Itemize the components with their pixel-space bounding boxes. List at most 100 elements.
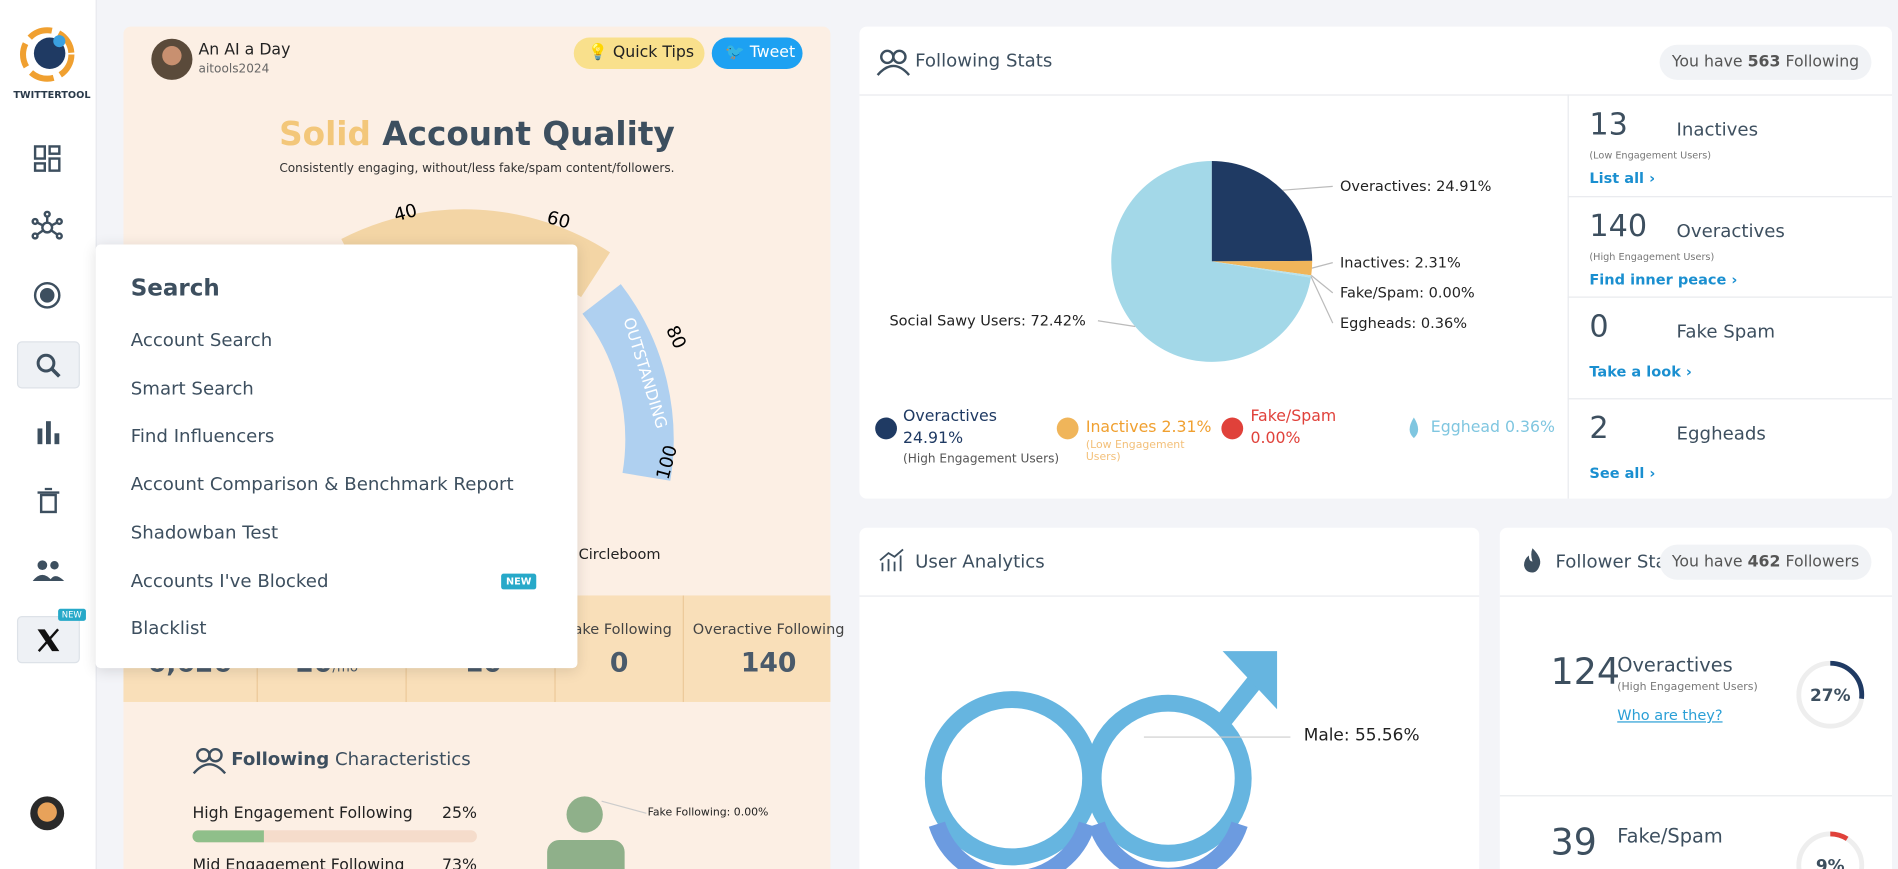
legend-sub: (High Engagement Users) (903, 452, 1060, 466)
row-label: Mid Engagement Following (192, 856, 405, 869)
follower-stats-card: Follower Stats You have 462 Followers 12… (1499, 527, 1893, 869)
pie-label: Social Sawy Users: 72.42% (889, 314, 1085, 330)
legend-value: 24.91% (903, 429, 964, 448)
leader-line (1310, 274, 1334, 294)
side-sub: (High Engagement Users) (1589, 251, 1715, 263)
gauge-credit: Circleboom (578, 545, 661, 563)
pie-label: Overactives: 24.91% (1340, 179, 1491, 195)
menu-item[interactable]: Account Comparison & Benchmark Report (130, 473, 514, 496)
brand: TWITTERTOOL (13, 89, 91, 101)
legend-icon (1221, 417, 1244, 440)
user-avatar[interactable] (29, 795, 65, 831)
pie-slice (1211, 160, 1313, 262)
target-icon[interactable] (33, 281, 62, 310)
pie-chart: Overactives: 24.91% Inactives: 2.31% Fake/… (889, 160, 1491, 362)
ring-label: 9% (1816, 855, 1845, 869)
following-badge: You have 563 Following (1659, 44, 1872, 80)
characteristics-title-rest: Characteristics (334, 747, 471, 770)
follower-stats-title: Follower Stats (1555, 550, 1684, 573)
pie-slice (1211, 260, 1313, 276)
legend-name: Overactives (903, 407, 997, 427)
ring-arc (1796, 660, 1865, 729)
row-name: Fake/Spam (1617, 824, 1723, 848)
divider (1567, 296, 1893, 298)
legend-name: Fake/Spam (1250, 407, 1337, 427)
bar-track (192, 830, 477, 843)
profile-avatar (151, 38, 193, 80)
legend-name: Egghead 0.36% (1430, 418, 1556, 437)
search-nav[interactable] (16, 341, 80, 389)
dashboard-icon[interactable] (33, 144, 62, 173)
pie-label: Eggheads: 0.36% (1340, 316, 1467, 332)
row-name: Overactives (1617, 653, 1733, 677)
figure-label: Fake Following: 0.00% (647, 807, 769, 820)
leader-line (1311, 262, 1333, 269)
legend-sub: (Low Engagement Users) (1085, 439, 1185, 464)
row-count: 39 (1550, 821, 1597, 865)
ring-arc (1796, 831, 1865, 869)
quick-tips-label: Quick Tips (612, 43, 695, 62)
side-count: 0 (1589, 308, 1609, 344)
menu-item[interactable]: Shadowban Test (130, 521, 279, 544)
side-link[interactable]: Take a look › (1589, 363, 1692, 381)
side-link[interactable]: Find inner peace › (1589, 270, 1738, 288)
pie-label: Inactives: 2.31% (1340, 255, 1461, 271)
profile-handle: aitools2024 (198, 62, 270, 77)
quick-tips-button[interactable]: 💡 Quick Tips (573, 37, 705, 69)
menu-item[interactable]: Account Search (130, 329, 273, 351)
side-count: 13 (1589, 106, 1628, 142)
stat-value: 0 (609, 648, 629, 679)
legend-name: Inactives 2.31% (1085, 418, 1212, 437)
badge-post: Following (1785, 53, 1860, 72)
pie-slice (1211, 261, 1312, 278)
characteristics-title: Following Characteristics (231, 748, 471, 770)
x-icon (37, 628, 60, 652)
bar-fill (192, 830, 264, 843)
characteristics-title-bold: Following (231, 747, 330, 770)
divider (1567, 397, 1893, 399)
quality-subtitle: Consistently engaging, without/less fake… (279, 162, 675, 176)
quality-title-rest: Account Quality (382, 116, 675, 154)
ring: 27% (1796, 660, 1865, 729)
side-link[interactable]: See all › (1589, 464, 1656, 482)
user-analytics-card: User Analytics Male: 55.56% (859, 527, 1480, 869)
legend-icon (875, 417, 897, 440)
follower-badge: You have 462 Followers (1659, 544, 1872, 580)
leader-line (1097, 320, 1136, 328)
legend-value: 0.00% (1250, 429, 1301, 448)
user-analytics-title: User Analytics (915, 550, 1045, 573)
side-link[interactable]: List all › (1589, 169, 1656, 187)
fire-icon (1524, 548, 1541, 573)
side-name: Eggheads (1676, 421, 1766, 444)
menu-item[interactable]: Blacklist (130, 617, 207, 640)
quality-highlight: Solid (279, 116, 371, 154)
side-name: Fake Spam (1676, 320, 1776, 343)
row-label: High Engagement Following (192, 804, 413, 824)
row-sub: (High Engagement Users) (1617, 681, 1758, 694)
menu-item[interactable]: Smart Search (130, 377, 254, 400)
delete-icon[interactable] (35, 487, 62, 515)
side-count: 140 (1589, 207, 1648, 243)
profile-name: An AI a Day (198, 41, 291, 60)
badge-pre: You have (1671, 553, 1743, 572)
pie-label: Fake/Spam: 0.00% (1340, 286, 1475, 302)
pie-slice (1111, 160, 1311, 362)
row-link[interactable]: Who are they? (1617, 706, 1723, 724)
x-nav[interactable]: NEW (16, 608, 86, 664)
side-sub: (Low Engagement Users) (1589, 150, 1712, 161)
side-name: Inactives (1676, 118, 1759, 141)
new-badge: NEW (501, 573, 537, 590)
quality-title: Solid Account Quality (123, 116, 830, 154)
new-badge: NEW (58, 608, 86, 621)
chart-icon[interactable] (35, 419, 62, 446)
network-icon[interactable] (30, 210, 64, 245)
users-icon[interactable] (31, 558, 65, 585)
male-label: Male: 55.56% (1303, 726, 1420, 746)
tweet-button[interactable]: 🐦 Tweet (711, 37, 803, 69)
divider (1567, 195, 1893, 197)
menu-item[interactable]: Accounts I've Blocked (130, 569, 329, 592)
search-icon (36, 353, 61, 378)
menu-item[interactable]: Find Influencers (130, 425, 275, 448)
